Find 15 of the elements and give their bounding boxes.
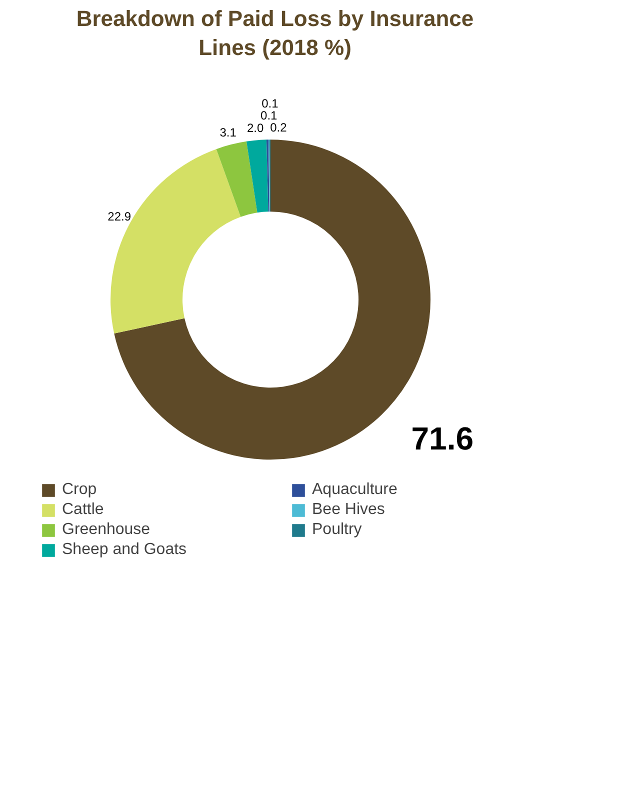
chart-title: Breakdown of Paid Loss by Insurance Lines (2018 %) — [75, 5, 475, 62]
data-label: 0.2 — [270, 120, 288, 135]
data-label: 3.1 — [220, 126, 237, 140]
data-label: 71.6 — [411, 420, 474, 457]
legend-label: Bee Hives — [312, 501, 385, 520]
data-label: 22.9 — [108, 210, 132, 224]
legend-label: Crop — [62, 481, 97, 500]
legend-label: Sheep and Goats — [62, 541, 187, 560]
legend-label: Poultry — [312, 521, 362, 540]
legend-label: Aquaculture — [312, 481, 398, 500]
data-label: 0.1 — [262, 96, 279, 111]
data-label: 2.0 — [246, 121, 264, 136]
legend-label: Greenhouse — [62, 521, 150, 540]
legend-label: Cattle — [62, 501, 104, 520]
data-label: 0.1 — [260, 108, 278, 123]
